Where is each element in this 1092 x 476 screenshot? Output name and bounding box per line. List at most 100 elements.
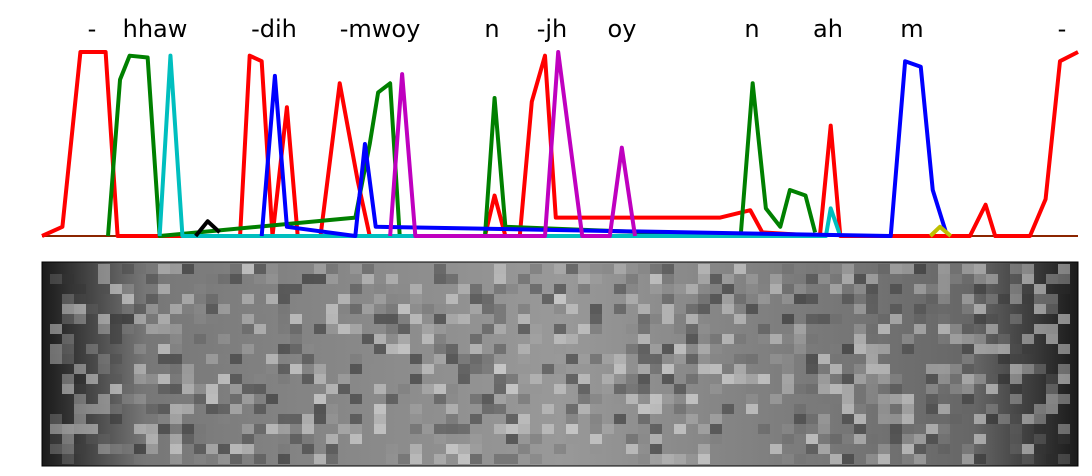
spectrogram-cell [878, 364, 890, 374]
spectrogram-cell [122, 444, 134, 454]
spectrogram-cell [758, 424, 770, 434]
spectrogram-cell [170, 364, 182, 374]
spectrogram-cell [1010, 354, 1022, 364]
spectrogram-cell [554, 324, 566, 334]
spectrogram-cell [1058, 284, 1070, 294]
spectrogram-cell [554, 284, 566, 294]
spectrogram-cell [566, 334, 578, 344]
spectrogram-cell [50, 434, 62, 444]
phone-label: m [900, 15, 923, 43]
spectrogram-cell [266, 294, 278, 304]
spectrogram-cell [494, 314, 506, 324]
spectrogram-cell [986, 294, 998, 304]
spectrogram-cell [434, 314, 446, 324]
spectrogram-cell [650, 354, 662, 364]
spectrogram-cell [854, 364, 866, 374]
spectrogram-cell [830, 364, 842, 374]
spectrogram-cell [362, 304, 374, 314]
spectrogram-cell [710, 344, 722, 354]
spectrogram-cell [170, 384, 182, 394]
spectrogram-cell [878, 404, 890, 414]
spectrogram-cell [1046, 374, 1058, 384]
spectrogram-cell [686, 374, 698, 384]
spectrogram-cell [866, 304, 878, 314]
spectrogram-cell [350, 414, 362, 424]
spectrogram-cell [578, 284, 590, 294]
spectrogram-cell [722, 284, 734, 294]
spectrogram-cell [62, 434, 74, 444]
spectrogram-cell [458, 314, 470, 324]
spectrogram-cell [398, 284, 410, 294]
spectrogram-cell [626, 444, 638, 454]
spectrogram-cell [590, 314, 602, 324]
spectrogram-cell [158, 374, 170, 384]
spectrogram-cell [494, 364, 506, 374]
spectrogram-cell [782, 374, 794, 384]
spectrogram-cell [242, 264, 254, 274]
spectrogram-cell [242, 444, 254, 454]
spectrogram-cell [482, 404, 494, 414]
spectrogram-cell [1034, 304, 1046, 314]
spectrogram-cell [122, 304, 134, 314]
spectrogram-cell [722, 364, 734, 374]
spectrogram-cell [314, 374, 326, 384]
spectrogram-cell [86, 424, 98, 434]
spectrogram-cell [878, 414, 890, 424]
spectrogram-cell [230, 384, 242, 394]
spectrogram-cell [686, 354, 698, 364]
spectrogram-cell [170, 454, 182, 464]
spectrogram-cell [146, 304, 158, 314]
spectrogram-cell [890, 394, 902, 404]
spectrogram-cell [554, 334, 566, 344]
spectrogram-cell [1058, 374, 1070, 384]
spectrogram-cell [686, 454, 698, 464]
spectrogram-cell [1058, 344, 1070, 354]
spectrogram-cell [830, 264, 842, 274]
spectrogram-cell [194, 444, 206, 454]
spectrogram-cell [794, 424, 806, 434]
spectrogram-cell [338, 384, 350, 394]
spectrogram-cell [566, 414, 578, 424]
spectrogram-cell [890, 434, 902, 444]
spectrogram-cell [458, 364, 470, 374]
spectrogram-cell [458, 454, 470, 464]
spectrogram-cell [1034, 364, 1046, 374]
spectrogram-cell [578, 404, 590, 414]
spectrogram-cell [998, 294, 1010, 304]
spectrogram-cell [290, 334, 302, 344]
spectrogram-cell [146, 324, 158, 334]
spectrogram-cell [950, 274, 962, 284]
spectrogram-cell [422, 324, 434, 334]
spectrogram-cell [914, 264, 926, 274]
spectrogram-cell [62, 384, 74, 394]
spectrogram-cell [938, 264, 950, 274]
spectrogram-cell [962, 294, 974, 304]
spectrogram-cell [98, 274, 110, 284]
spectrogram-cell [1046, 324, 1058, 334]
spectrogram-cell [494, 274, 506, 284]
spectrogram-cell [950, 384, 962, 394]
spectrogram-cell [818, 274, 830, 284]
spectrogram-cell [434, 384, 446, 394]
spectrogram-cell [614, 304, 626, 314]
spectrogram-cell [938, 424, 950, 434]
spectrogram-cell [518, 324, 530, 334]
spectrogram-cell [194, 334, 206, 344]
spectrogram-cell [1034, 444, 1046, 454]
spectrogram-cell [734, 334, 746, 344]
spectrogram-cell [770, 354, 782, 364]
spectrogram-cell [758, 374, 770, 384]
spectrogram-cell [974, 314, 986, 324]
spectrogram-cell [782, 334, 794, 344]
spectrogram-cell [854, 324, 866, 334]
spectrogram-cell [206, 314, 218, 324]
spectrogram-cell [134, 384, 146, 394]
spectrogram-cell [506, 454, 518, 464]
spectrogram-cell [842, 384, 854, 394]
spectrogram-cell [1022, 334, 1034, 344]
spectrogram-cell [806, 334, 818, 344]
spectrogram-cell [650, 284, 662, 294]
spectrogram-cell [734, 294, 746, 304]
spectrogram-cell [578, 384, 590, 394]
spectrogram-cell [254, 274, 266, 284]
